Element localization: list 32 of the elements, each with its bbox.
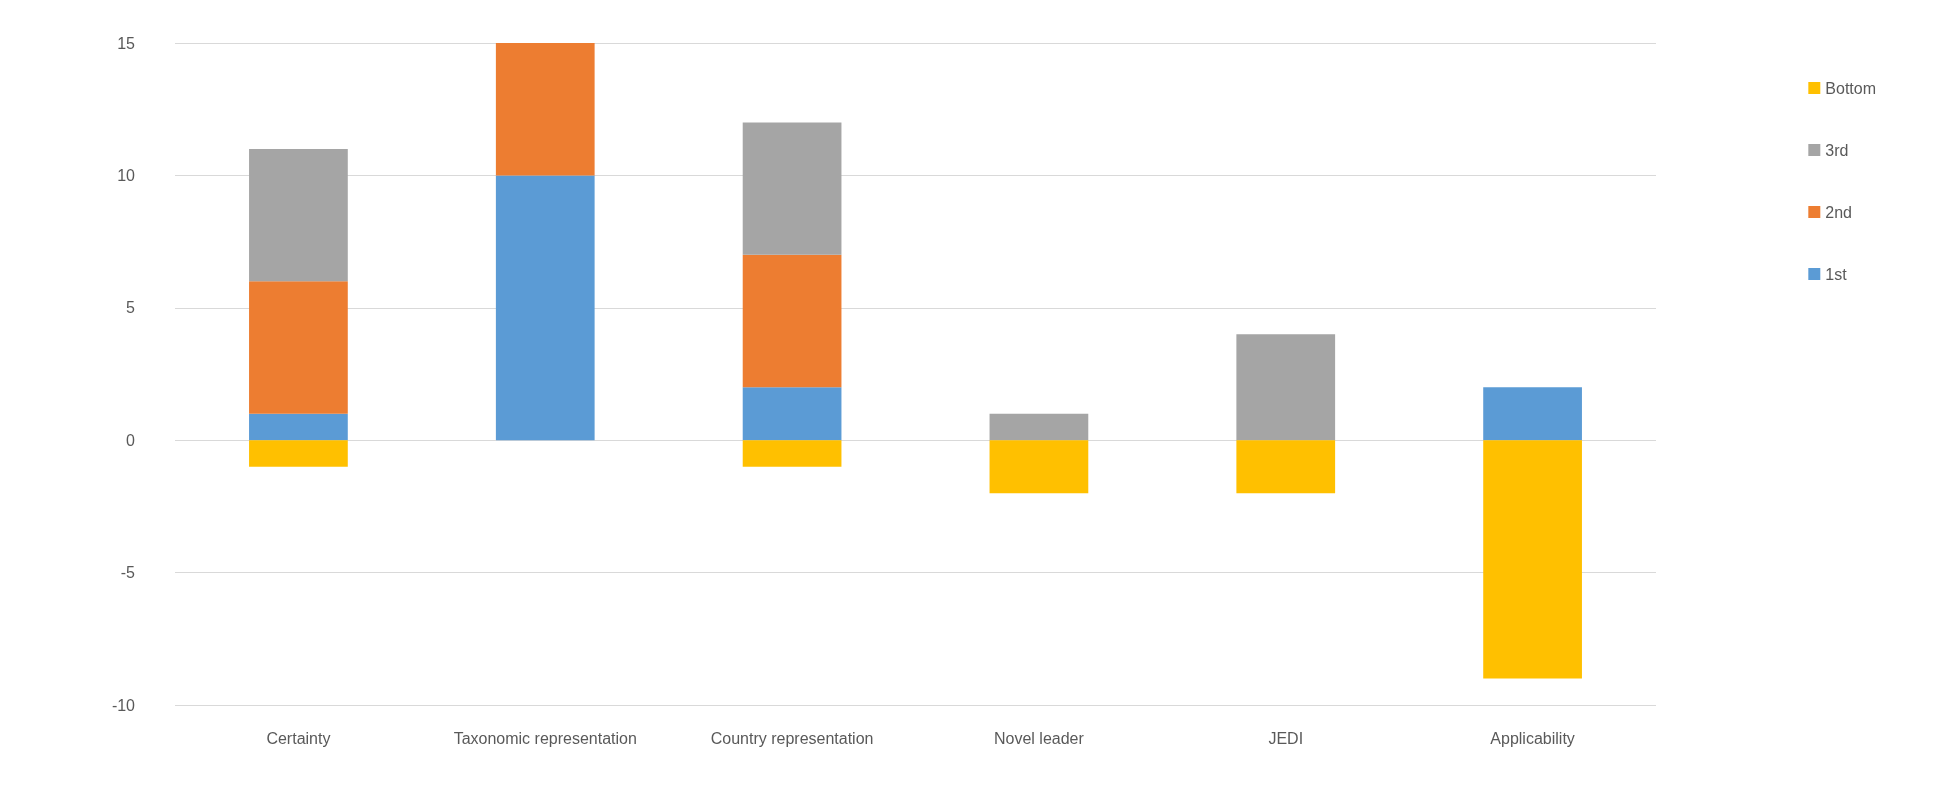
legend-label: Bottom — [1825, 79, 1876, 97]
y-tick-label: 0 — [126, 431, 136, 449]
bar — [495, 43, 595, 176]
legend-label: 2nd — [1825, 203, 1853, 221]
bar — [742, 440, 842, 467]
bar — [495, 175, 595, 441]
x-tick-label: Country representation — [710, 729, 874, 747]
bar — [1483, 440, 1582, 679]
x-tick-label: Certainty — [266, 729, 331, 747]
bar — [249, 413, 348, 441]
bar — [249, 148, 348, 282]
legend-label: 3rd — [1825, 141, 1849, 159]
legend-label: 1st — [1825, 265, 1848, 283]
bar — [742, 254, 842, 388]
bar — [742, 122, 842, 255]
y-tick-label: 15 — [117, 34, 136, 52]
bar — [989, 440, 1089, 494]
y-tick-label: -10 — [111, 696, 136, 714]
x-tick-label: Taxonomic representation — [453, 729, 637, 747]
bar — [1483, 387, 1582, 441]
bar — [1236, 440, 1336, 494]
bar — [249, 440, 348, 467]
y-tick-label: 10 — [117, 166, 136, 184]
y-tick-label: 5 — [126, 299, 136, 317]
bar — [249, 281, 348, 414]
bar — [1236, 334, 1336, 441]
x-tick-label: Novel leader — [994, 729, 1085, 747]
y-tick-label: -5 — [120, 564, 136, 582]
x-tick-label: Applicability — [1490, 729, 1575, 747]
x-tick-label: JEDI — [1268, 729, 1304, 747]
bar — [989, 413, 1089, 441]
bar — [742, 387, 842, 441]
